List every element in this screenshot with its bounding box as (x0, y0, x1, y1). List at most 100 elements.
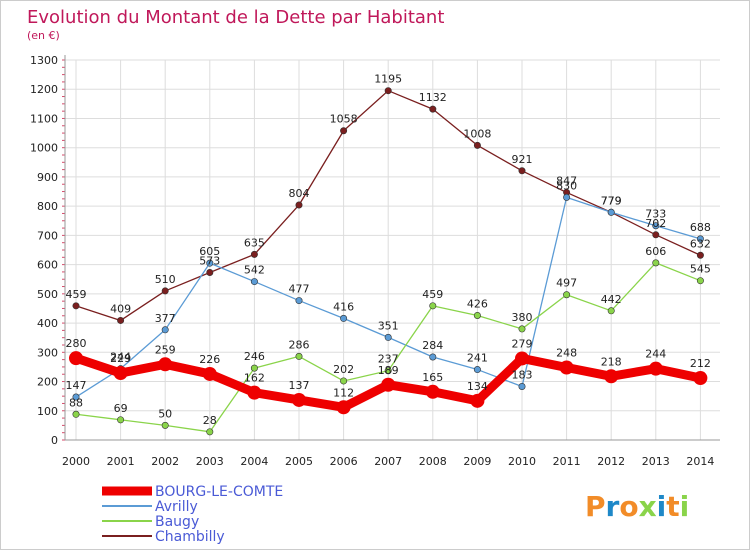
data-point-baugy (295, 352, 303, 360)
x-tick-label: 2005 (285, 455, 313, 468)
legend-item-label: Avrilly (155, 499, 198, 515)
data-label: 779 (601, 194, 622, 207)
logo-text: Proxiti (585, 490, 689, 523)
data-label: 244 (645, 348, 666, 361)
data-label: 573 (199, 255, 220, 268)
data-label: 459 (422, 288, 443, 301)
data-label: 69 (114, 402, 128, 415)
data-label: 147 (66, 379, 87, 392)
data-point-bourg-le-comte (158, 357, 173, 372)
data-label: 28 (203, 414, 217, 427)
data-label: 229 (110, 352, 131, 365)
data-point-bourg-le-comte (470, 393, 485, 408)
data-point-baugy (117, 416, 125, 424)
y-tick-label: 0 (51, 434, 58, 447)
data-point-avrilly (652, 222, 660, 230)
data-point-bourg-le-comte (381, 377, 396, 392)
data-point-chambilly (250, 250, 258, 258)
y-tick-label: 700 (37, 229, 58, 242)
y-tick-label: 1100 (30, 112, 58, 125)
axes: 0 100 200 300 400 500 600 700 800 900 1000 1100 1200… (30, 54, 720, 468)
data-label: 137 (289, 379, 310, 392)
logo-letter: o (619, 490, 638, 523)
data-point-chambilly (384, 87, 392, 95)
logo-letter: x (639, 490, 657, 523)
data-label: 218 (601, 355, 622, 368)
data-label: 286 (289, 338, 310, 351)
data-label: 459 (66, 288, 87, 301)
chart-subtitle: (en €) (27, 29, 60, 42)
data-label: 921 (512, 153, 533, 166)
x-tick-label: 2006 (330, 455, 358, 468)
data-label: 426 (467, 297, 488, 310)
data-label: 112 (333, 386, 354, 399)
data-label: 1132 (419, 91, 447, 104)
data-point-chambilly (295, 201, 303, 209)
data-label: 279 (512, 337, 533, 350)
data-point-avrilly (429, 353, 437, 361)
data-point-bourg-le-comte (425, 384, 440, 399)
data-label: 226 (199, 353, 220, 366)
x-tick-label: 2009 (463, 455, 491, 468)
data-point-baugy (563, 291, 571, 299)
data-label: 635 (244, 236, 265, 249)
y-tick-label: 100 (37, 405, 58, 418)
data-label: 165 (422, 371, 443, 384)
data-point-avrilly (563, 193, 571, 201)
data-point-baugy (518, 325, 526, 333)
y-tick-label: 400 (37, 317, 58, 330)
data-label: 733 (645, 208, 666, 221)
data-point-baugy (384, 367, 392, 375)
data-point-chambilly (696, 251, 704, 259)
data-label: 830 (556, 179, 577, 192)
x-tick-label: 2012 (597, 455, 625, 468)
data-point-bourg-le-comte (292, 392, 306, 407)
data-point-bourg-le-comte (604, 369, 619, 384)
logo-letter: i (657, 490, 667, 523)
data-label: 510 (155, 273, 176, 286)
x-tick-label: 2001 (107, 455, 135, 468)
data-point-chambilly (473, 141, 481, 149)
data-label: 497 (556, 277, 577, 290)
data-label: 442 (601, 293, 622, 306)
data-point-baugy (473, 311, 481, 319)
y-tick-label: 300 (37, 346, 58, 359)
data-point-avrilly (295, 297, 303, 305)
x-tick-label: 2010 (508, 455, 536, 468)
data-point-bourg-le-comte (247, 385, 262, 400)
data-label: 779 (601, 194, 622, 207)
data-label: 244 (110, 351, 131, 364)
x-tick-label: 2002 (151, 455, 179, 468)
data-label: 409 (110, 302, 131, 315)
logo-letter: P (585, 490, 606, 523)
data-point-chambilly (72, 302, 80, 310)
data-point-bourg-le-comte (113, 366, 128, 381)
data-label: 377 (155, 312, 176, 325)
data-point-avrilly (340, 314, 348, 322)
x-tick-label: 2004 (240, 455, 268, 468)
data-label: 632 (690, 237, 711, 250)
data-point-bourg-le-comte (693, 371, 708, 386)
data-point-baugy (250, 364, 258, 372)
data-point-baugy (206, 428, 214, 436)
data-label: 189 (378, 364, 399, 377)
logo-letter: t (666, 490, 679, 523)
logo-letter: r (606, 490, 620, 523)
data-label: 183 (512, 369, 533, 382)
x-tick-label: 2014 (686, 455, 714, 468)
data-labels: 459 409 510 573 635 804 1058 1195 1132 1008 921 847… (66, 73, 711, 427)
data-label: 88 (69, 396, 83, 409)
data-point-bourg-le-comte (515, 351, 529, 366)
data-label: 606 (645, 245, 666, 258)
legend-item-label: BOURG-LE-COMTE (155, 484, 283, 500)
data-label: 284 (422, 339, 443, 352)
data-label: 1008 (463, 127, 491, 140)
data-point-chambilly (340, 127, 348, 135)
data-label: 351 (378, 319, 399, 332)
data-label: 237 (378, 353, 399, 366)
data-label: 50 (158, 407, 172, 420)
data-label: 804 (289, 187, 310, 200)
